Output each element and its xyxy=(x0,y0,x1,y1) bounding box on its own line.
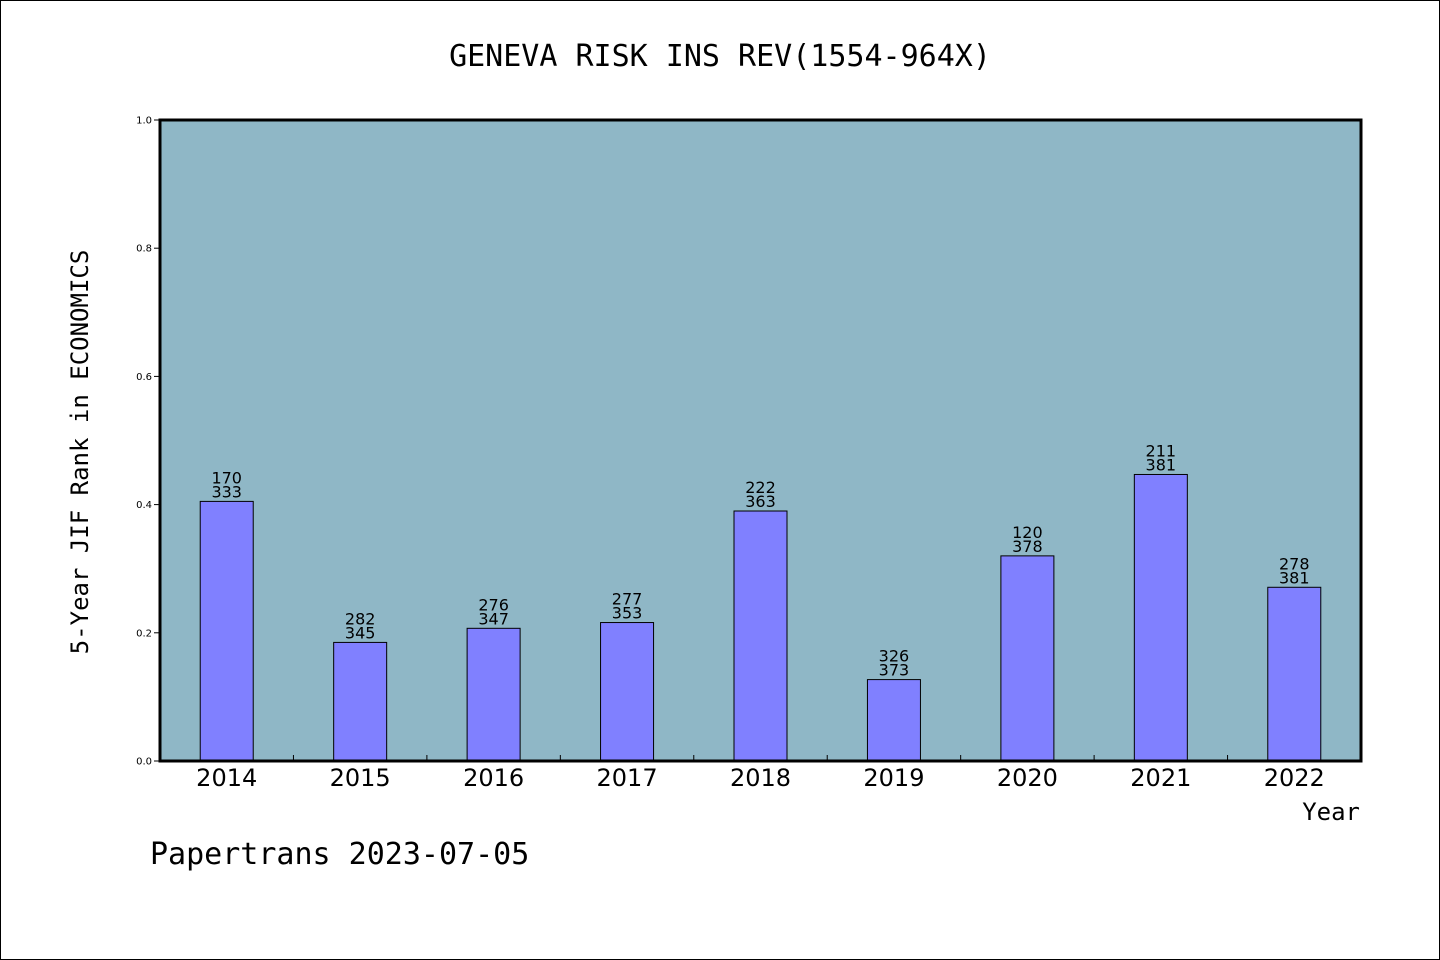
bar-2020 xyxy=(1000,555,1055,762)
data-label-bottom-2017: 353 xyxy=(612,604,643,623)
y-axis-label: 5-Year JIF Rank in ECONOMICS xyxy=(66,250,94,655)
data-label-top-2014: 170 xyxy=(211,468,242,487)
x-tick-label-2017: 2017 xyxy=(597,764,658,792)
data-label-top-2016: 276 xyxy=(478,595,509,614)
y-tick-label-2: 0.4 xyxy=(136,500,152,511)
data-label-top-2015: 282 xyxy=(345,609,376,628)
data-label-bottom-2020: 378 xyxy=(1012,537,1043,556)
x-tick-label-2014: 2014 xyxy=(196,764,257,792)
bars-layer: 1703332823452763472773532223633263731203… xyxy=(199,441,1322,762)
data-label-bottom-2019: 373 xyxy=(879,661,910,680)
bar-2022 xyxy=(1267,586,1322,762)
data-label-top-2019: 326 xyxy=(879,647,910,666)
data-label-top-2017: 277 xyxy=(612,590,643,609)
bar-2015 xyxy=(333,641,388,762)
plot-border xyxy=(158,118,1363,763)
bar-2017 xyxy=(600,622,655,762)
data-label-top-2018: 222 xyxy=(745,478,776,497)
x-tick-label-2020: 2020 xyxy=(997,764,1058,792)
bar-2018 xyxy=(733,510,788,762)
data-label-bottom-2018: 363 xyxy=(745,492,776,511)
data-label-top-2022: 278 xyxy=(1279,554,1310,573)
y-tick-label-4: 0.8 xyxy=(136,244,152,255)
bar-2014 xyxy=(199,500,254,762)
data-label-bottom-2022: 381 xyxy=(1279,568,1310,587)
data-label-bottom-2014: 333 xyxy=(211,482,242,501)
data-label-bottom-2016: 347 xyxy=(478,609,509,628)
x-tick-label-2015: 2015 xyxy=(330,764,391,792)
x-axis-label: Year xyxy=(1302,798,1360,826)
x-tick-label-2018: 2018 xyxy=(730,764,791,792)
data-label-top-2021: 211 xyxy=(1146,441,1177,460)
x-tick-label-2019: 2019 xyxy=(863,764,924,792)
bar-2016 xyxy=(466,627,521,762)
footer-text: Papertrans 2023-07-05 xyxy=(150,837,529,872)
bar-2019 xyxy=(866,679,921,762)
y-tick-label-1: 0.2 xyxy=(136,628,152,639)
data-label-bottom-2015: 345 xyxy=(345,623,376,642)
x-tick-label-2022: 2022 xyxy=(1264,764,1325,792)
y-tick-label-3: 0.6 xyxy=(136,372,152,383)
y-tick-label-5: 1.0 xyxy=(136,116,152,127)
ticks-layer: 0.0 0.2 0.4 0.6 0.8 1.0 2014 2015 2016 2017 2018 20… xyxy=(136,116,1325,793)
x-tick-label-2021: 2021 xyxy=(1130,764,1191,792)
chart-title: GENEVA RISK INS REV(1554-964X) xyxy=(449,39,991,74)
x-tick-label-2016: 2016 xyxy=(463,764,524,792)
data-label-top-2020: 120 xyxy=(1012,523,1043,542)
bar-2021 xyxy=(1133,473,1188,762)
data-label-bottom-2021: 381 xyxy=(1146,455,1177,474)
y-tick-label-0: 0.0 xyxy=(136,757,152,768)
